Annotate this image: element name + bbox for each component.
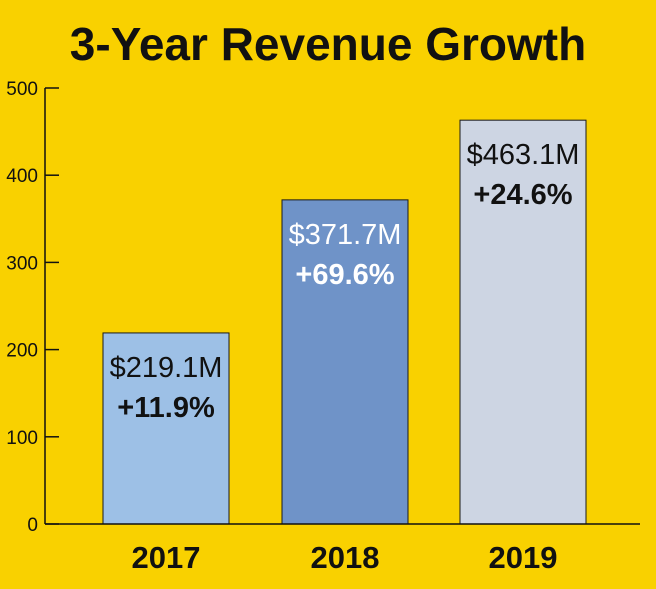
y-tick-label: 400	[6, 166, 38, 187]
bar-value-label: $371.7M	[289, 219, 402, 251]
y-tick-label: 500	[6, 79, 38, 100]
bar-value-label: $219.1M	[110, 352, 223, 384]
bar-value-label: $463.1M	[467, 139, 580, 171]
bar-growth-label: +24.6%	[473, 179, 572, 211]
chart-title: 3-Year Revenue Growth	[70, 18, 586, 70]
bars-layer	[102, 119, 587, 525]
x-tick-label: 2017	[132, 540, 201, 575]
axis-layer: 0 100 200 300 400 500	[6, 79, 640, 536]
bar-growth-label: +69.6%	[295, 259, 394, 291]
bar-2017	[102, 332, 230, 525]
bar-growth-label: +11.9%	[117, 392, 215, 424]
bar-2018	[281, 199, 409, 525]
y-tick-label: 200	[6, 341, 38, 362]
x-tick-label: 2018	[311, 540, 380, 575]
labels-layer: $219.1M +11.9% 2017 $371.7M +69.6% 2018 $463.1…	[110, 139, 580, 575]
y-tick-label: 300	[6, 253, 38, 274]
bar-2019	[459, 119, 587, 525]
x-tick-label: 2019	[489, 540, 558, 575]
y-tick-label: 100	[6, 428, 38, 449]
y-tick-label: 0	[27, 515, 38, 536]
